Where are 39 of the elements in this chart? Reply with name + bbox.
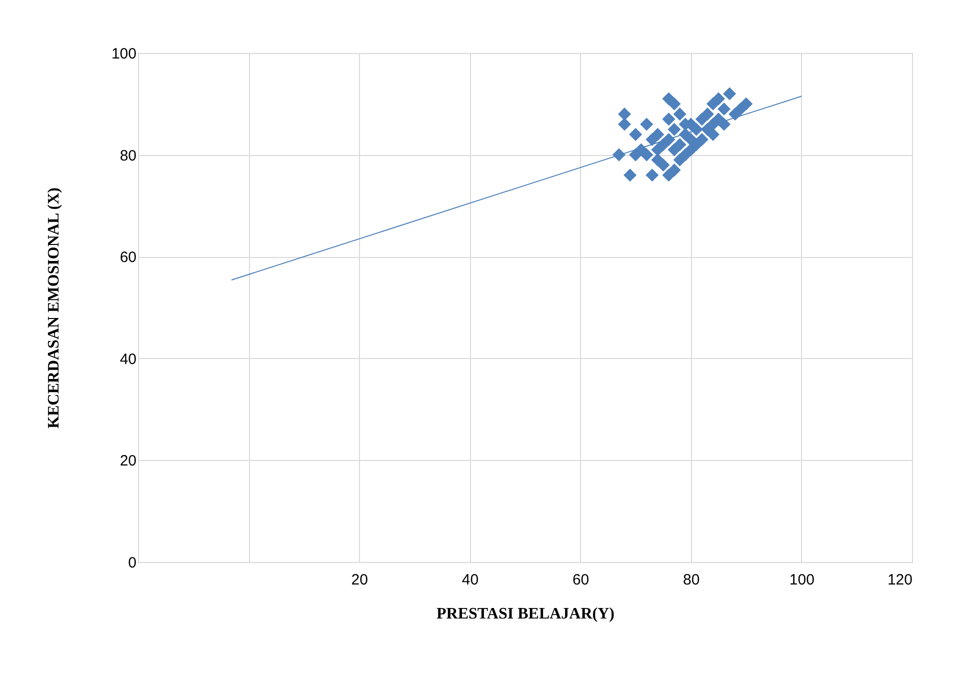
point bbox=[640, 148, 654, 162]
y-tick-label: 60 bbox=[120, 249, 136, 266]
x-tick-label: 120 bbox=[887, 572, 912, 588]
y-tick-label: 20 bbox=[120, 452, 136, 470]
point bbox=[662, 112, 676, 126]
point bbox=[684, 133, 698, 146]
point bbox=[646, 168, 659, 182]
x-tick-label: 80 bbox=[683, 572, 700, 588]
point bbox=[668, 97, 681, 110]
y-tick-label: 0 bbox=[128, 554, 136, 572]
point bbox=[656, 158, 670, 172]
y-tick-label: 100 bbox=[111, 46, 136, 62]
point bbox=[695, 133, 708, 146]
point bbox=[668, 164, 681, 177]
y-tick-label: 80 bbox=[120, 147, 136, 164]
point bbox=[651, 128, 664, 141]
point bbox=[706, 128, 720, 141]
point bbox=[640, 118, 654, 131]
x-axis-title: PRESTASI BELAJAR(Y) bbox=[436, 606, 614, 622]
x-tick-label: 20 bbox=[351, 572, 368, 588]
x-tick-label: 60 bbox=[572, 572, 590, 588]
point bbox=[629, 128, 642, 141]
y-tick-label: 40 bbox=[120, 350, 136, 368]
point bbox=[712, 92, 726, 106]
x-tick-label: 100 bbox=[789, 572, 814, 588]
point bbox=[673, 108, 686, 121]
y-axis-title: KECERDASAN EMOSIONAL (X) bbox=[45, 188, 62, 428]
point bbox=[651, 143, 664, 156]
point bbox=[723, 87, 736, 100]
point bbox=[718, 102, 731, 116]
point bbox=[618, 118, 632, 131]
point bbox=[700, 108, 714, 121]
point bbox=[624, 168, 637, 182]
point bbox=[618, 108, 632, 121]
point bbox=[668, 143, 681, 156]
point bbox=[668, 122, 681, 136]
point bbox=[718, 118, 731, 131]
x-tick-label: 40 bbox=[462, 572, 479, 588]
point bbox=[740, 97, 753, 110]
